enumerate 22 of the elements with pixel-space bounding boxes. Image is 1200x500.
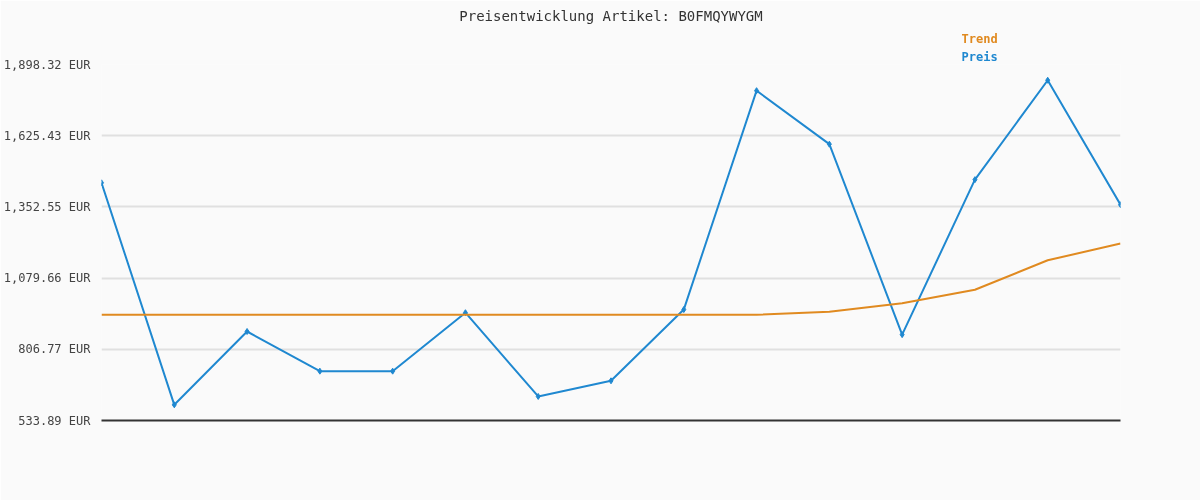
point	[754, 87, 760, 95]
text: Preis	[961, 49, 998, 64]
point	[1045, 76, 1051, 84]
chart-title: Preisentwicklung Artikel: B0FMQYWYGM	[459, 7, 763, 24]
point	[972, 176, 978, 184]
y-tick-label: 1,079.66 EUR	[3, 271, 92, 286]
text: Trend	[961, 31, 998, 46]
y-tick-label: 1,898.32 EUR	[3, 57, 92, 72]
y-tick-label: 1,352.55 EUR	[3, 199, 92, 214]
point	[244, 328, 250, 335]
y-tick-label: 533.89 EUR	[18, 413, 92, 428]
point	[535, 392, 541, 400]
y-tick-label: 806.77 EUR	[18, 342, 92, 357]
y-tick-label: 1,625.43 EUR	[3, 128, 92, 143]
point	[317, 367, 323, 375]
line-series	[101, 242, 1121, 316]
point	[826, 140, 832, 148]
point	[681, 306, 687, 314]
point	[390, 367, 396, 375]
point	[899, 331, 905, 339]
point	[608, 377, 614, 385]
point	[171, 401, 177, 409]
